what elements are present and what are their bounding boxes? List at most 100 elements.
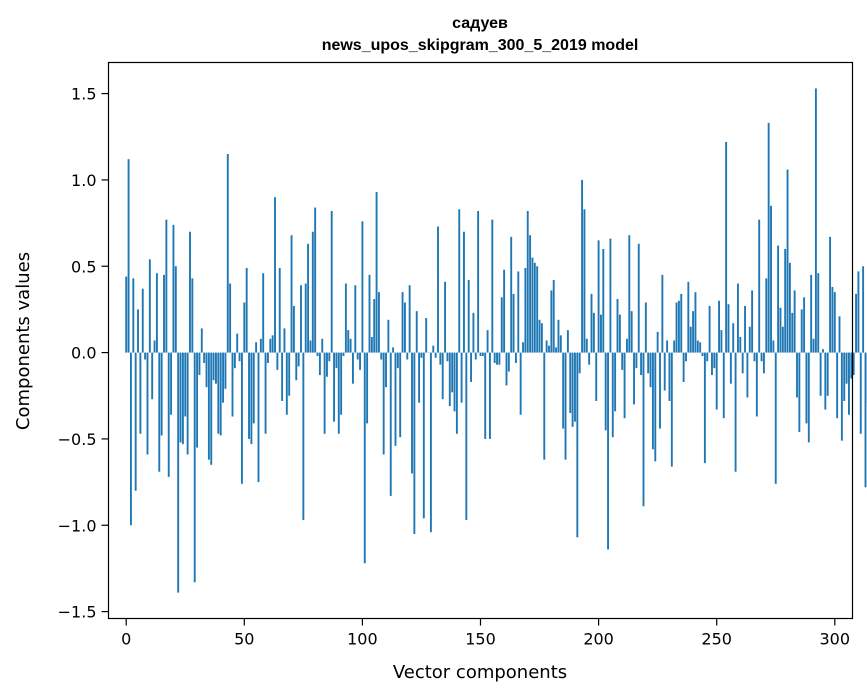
bar: [571, 352, 574, 427]
bar: [833, 292, 836, 353]
bar: [588, 352, 591, 365]
bar: [222, 352, 224, 403]
bar: [663, 352, 666, 391]
bar: [170, 352, 173, 415]
bar: [238, 352, 241, 362]
bar: [526, 211, 529, 353]
bar: [524, 267, 527, 353]
bar: [831, 286, 834, 353]
bar: [167, 352, 170, 477]
bar: [751, 290, 754, 353]
bar: [302, 352, 305, 521]
bar: [224, 352, 227, 389]
bar: [394, 352, 397, 446]
bar: [207, 352, 210, 460]
bar: [474, 352, 477, 360]
bar: [415, 311, 418, 353]
bar: [562, 352, 565, 429]
bar: [189, 231, 191, 353]
bar: [824, 352, 827, 410]
chart-title-line-2: news_upos_skipgram_300_5_2019 model: [322, 37, 639, 54]
bar: [191, 278, 194, 353]
bar: [796, 352, 798, 398]
bar: [359, 352, 361, 370]
bar: [621, 352, 624, 370]
bar: [677, 300, 680, 353]
bar: [311, 231, 314, 353]
bar: [444, 281, 447, 353]
x-tick-label: 0: [121, 630, 131, 649]
bar: [600, 314, 602, 353]
bar: [540, 323, 543, 353]
x-tick-label: 100: [347, 630, 378, 649]
bar: [323, 352, 326, 434]
bar: [186, 352, 189, 455]
bar: [699, 342, 702, 353]
bar: [127, 159, 130, 353]
bar: [288, 352, 291, 396]
bar: [748, 326, 751, 353]
bar: [479, 352, 482, 357]
bar: [340, 352, 343, 415]
bar: [609, 238, 612, 353]
bar: [373, 299, 376, 353]
bar: [666, 340, 669, 353]
bar: [772, 340, 775, 353]
bar: [314, 207, 317, 353]
bar: [496, 352, 498, 365]
bar: [651, 352, 654, 450]
bar: [857, 271, 860, 353]
x-axis-ticks: 0 50 100 150 200 250 300: [121, 618, 851, 649]
bar: [470, 352, 472, 382]
bar: [463, 231, 465, 353]
bar: [505, 352, 508, 386]
bar: [590, 293, 593, 353]
bar: [316, 352, 319, 357]
bar: [602, 248, 605, 353]
bar: [233, 352, 236, 369]
bar: [309, 340, 312, 353]
x-tick-label: 300: [820, 630, 851, 649]
bar: [408, 285, 411, 353]
bar: [420, 352, 423, 358]
bar: [574, 352, 576, 422]
bar: [205, 352, 208, 388]
bar: [581, 179, 584, 353]
bar: [843, 352, 846, 401]
bar: [585, 338, 588, 353]
bar: [198, 352, 201, 376]
bar: [281, 352, 284, 401]
bar: [661, 274, 664, 353]
bar: [266, 352, 269, 363]
bar: [507, 352, 510, 372]
bar: [212, 352, 215, 381]
bar: [278, 267, 281, 353]
bar: [465, 352, 468, 521]
bar: [300, 285, 302, 353]
bar: [342, 352, 345, 357]
bar: [446, 352, 449, 362]
bar: [330, 211, 333, 353]
bar: [687, 281, 690, 353]
bar: [347, 330, 350, 353]
bar: [734, 352, 737, 472]
bar: [552, 280, 555, 353]
bar: [200, 328, 203, 353]
y-tick-label: −1.0: [58, 516, 97, 535]
bar: [616, 299, 619, 353]
y-tick-label: 1.5: [71, 85, 96, 104]
bar: [628, 235, 631, 353]
bar: [583, 209, 586, 353]
bar: [349, 338, 352, 353]
bar: [129, 352, 132, 526]
bar: [453, 352, 456, 412]
plot-frame: [107, 61, 854, 620]
y-tick-label: 0.5: [71, 257, 96, 276]
bar: [181, 352, 184, 445]
bar: [850, 352, 853, 379]
bar: [635, 352, 638, 369]
bar: [836, 352, 839, 419]
bar: [864, 352, 867, 488]
x-tick-label: 250: [701, 630, 732, 649]
bar: [711, 352, 713, 376]
